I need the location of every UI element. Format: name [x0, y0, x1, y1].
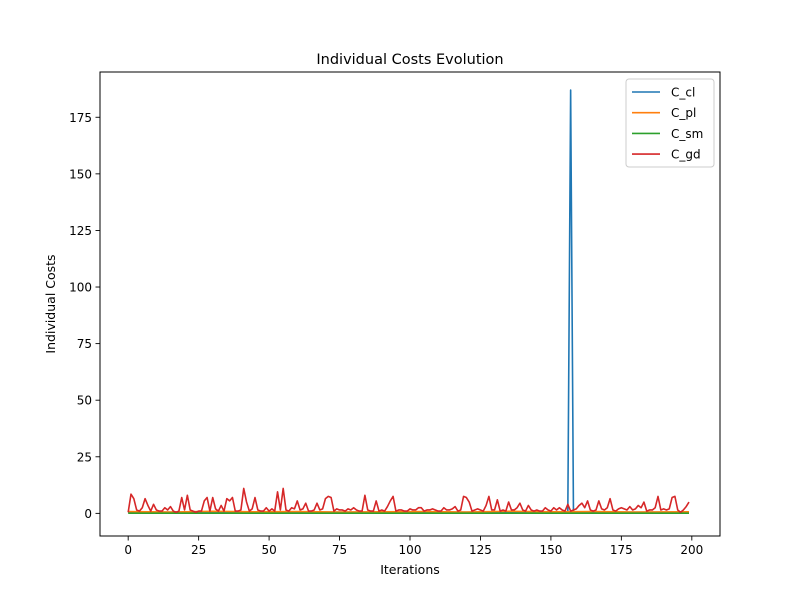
- y-tick-label: 0: [84, 507, 92, 521]
- x-tick-label: 150: [539, 543, 562, 557]
- x-axis-label: Iterations: [380, 562, 440, 577]
- x-axis: 0 25 50 75 100 125 150 175 200: [124, 536, 703, 557]
- y-tick-label: 50: [77, 394, 92, 408]
- x-tick-label: 175: [610, 543, 633, 557]
- chart-title: Individual Costs Evolution: [316, 52, 503, 68]
- y-tick-label: 175: [69, 111, 92, 125]
- series-layer: [127, 89, 690, 514]
- y-axis-label: Individual Costs: [43, 254, 58, 353]
- x-tick-label: 25: [191, 543, 206, 557]
- x-tick-label: 75: [332, 543, 347, 557]
- y-tick-label: 75: [77, 337, 92, 351]
- x-tick-label: 200: [680, 543, 703, 557]
- x-tick-label: 0: [124, 543, 132, 557]
- plot-area: [100, 72, 720, 536]
- x-tick-label: 125: [469, 543, 492, 557]
- legend-label: C_sm: [671, 127, 703, 141]
- y-axis: 0 25 50 75 100 125 150 175: [69, 111, 100, 521]
- x-tick-label: 50: [261, 543, 276, 557]
- series-line-c-pl: [128, 510, 690, 513]
- y-tick-label: 25: [77, 450, 92, 464]
- series-line-c-gd: [127, 487, 690, 514]
- legend-label: C_pl: [671, 106, 696, 120]
- legend-label: C_gd: [671, 148, 701, 162]
- legend: C_cl C_pl C_sm C_gd: [625, 78, 715, 168]
- y-tick-label: 125: [69, 224, 92, 238]
- x-tick-label: 100: [399, 543, 422, 557]
- legend-box: [625, 78, 715, 168]
- y-tick-label: 150: [69, 167, 92, 181]
- y-tick-label: 100: [69, 281, 92, 295]
- legend-label: C_cl: [671, 86, 695, 100]
